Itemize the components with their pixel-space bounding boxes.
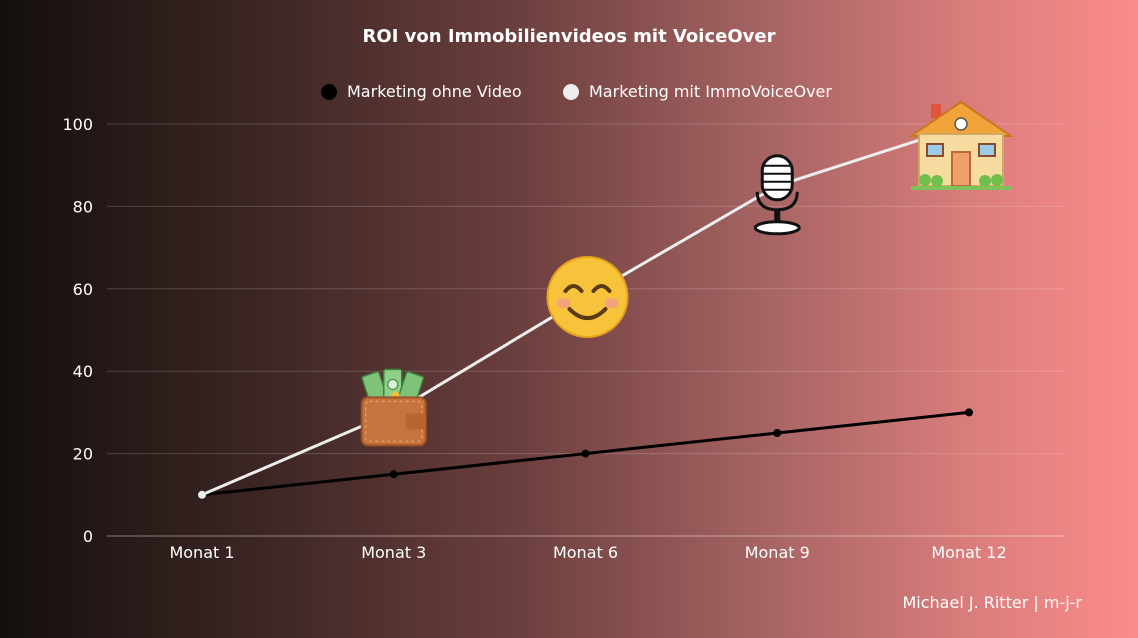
- data-point: [965, 408, 973, 417]
- house-icon: [907, 100, 1015, 190]
- credit-text: Michael J. Ritter | m-j-r: [902, 593, 1082, 612]
- data-point: [773, 429, 782, 437]
- x-tick-label: Monat 1: [169, 543, 234, 562]
- y-tick-label: 0: [83, 527, 93, 546]
- legend-marker-mit-immovoiceover: [563, 84, 579, 100]
- chart-title: ROI von Immobilienvideos mit VoiceOver: [363, 26, 776, 47]
- data-point: [389, 470, 398, 479]
- y-tick-label: 60: [73, 280, 93, 299]
- legend: Marketing ohne Video Marketing mit ImmoV…: [321, 82, 832, 101]
- grid-lines: [107, 123, 1064, 537]
- y-tick-label: 40: [73, 362, 93, 381]
- y-tick-label: 20: [73, 445, 93, 464]
- x-tick-label: Monat 3: [361, 543, 426, 562]
- microphone-icon: [753, 154, 801, 236]
- legend-marker-ohne-video: [321, 84, 337, 100]
- legend-label-mit-immovoiceover: Marketing mit ImmoVoiceOver: [589, 82, 832, 101]
- y-axis-ticks: 0 20 40 60 80 100: [62, 115, 93, 546]
- x-tick-label: Monat 12: [931, 543, 1006, 562]
- legend-label-ohne-video: Marketing ohne Video: [347, 82, 522, 101]
- wallet-money-icon: [360, 368, 427, 447]
- y-tick-label: 100: [62, 115, 93, 134]
- x-tick-label: Monat 6: [553, 543, 618, 562]
- data-point: [581, 449, 590, 458]
- smiling-face-icon: [546, 256, 629, 339]
- x-axis-ticks: Monat 1 Monat 3 Monat 6 Monat 9 Monat 12: [169, 543, 1006, 562]
- data-point: [198, 490, 206, 499]
- x-tick-label: Monat 9: [745, 543, 810, 562]
- y-tick-label: 80: [73, 197, 93, 216]
